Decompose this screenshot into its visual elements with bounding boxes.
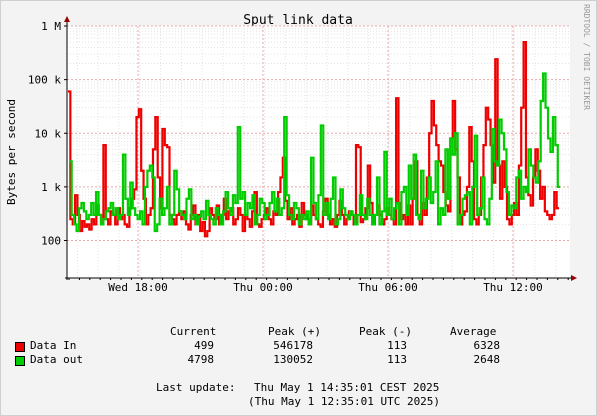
y-axis-label: Bytes per second — [5, 99, 18, 205]
legend-col-current: Current — [170, 325, 217, 338]
legend-current-data-out: 4798 — [187, 353, 215, 366]
y-tick-label: 1 M — [41, 20, 61, 33]
series-lines — [68, 41, 561, 238]
watermark: RRDTOOL / TOBI OETIKER — [582, 4, 591, 110]
legend-label-data-in: Data In — [30, 339, 77, 352]
legend-average-data-out: 2648 — [473, 353, 501, 366]
last-update-label: Last update: — [156, 381, 236, 394]
x-axis-arrow — [571, 275, 577, 281]
y-tick-label: 10 k — [35, 127, 62, 140]
legend-col-peak-minus: Peak (-) — [359, 325, 412, 338]
x-tick-label: Thu 12:00 — [483, 281, 543, 294]
series-line-data-in — [68, 41, 559, 238]
x-tick-label: Thu 06:00 — [358, 281, 418, 294]
y-tick-labels: 100 1 k 10 k 100 k 1 M — [28, 20, 67, 248]
y-axis-arrow — [64, 16, 70, 22]
chart-title: Sput link data — [243, 13, 353, 28]
legend-swatch-data-out — [15, 356, 25, 366]
y-tick-label: 100 k — [28, 74, 61, 87]
legend-peak-plus-data-in: 546178 — [273, 339, 313, 352]
series-line-data-out — [69, 72, 561, 233]
y-tick-label: 100 — [41, 235, 61, 248]
legend-average-data-in: 6328 — [473, 339, 501, 352]
legend-col-average: Average — [450, 325, 497, 338]
legend-current-data-in: 499 — [194, 339, 214, 352]
x-tick-label: Thu 00:00 — [233, 281, 293, 294]
last-update-local: Thu May 1 14:35:01 CEST 2025 — [254, 381, 440, 394]
legend-swatch-data-in — [15, 342, 25, 352]
legend-label-data-out: Data out — [30, 353, 83, 366]
plot-area — [67, 26, 570, 278]
x-tick-labels: Wed 18:00 Thu 00:00 Thu 06:00 Thu 12:00 — [108, 281, 543, 294]
last-update-utc: (Thu May 1 12:35:01 UTC 2025) — [248, 395, 441, 408]
legend-col-peak-plus: Peak (+) — [268, 325, 321, 338]
legend-peak-minus-data-out: 113 — [387, 353, 407, 366]
x-tick-label: Wed 18:00 — [108, 281, 168, 294]
grid — [67, 25, 570, 278]
axes — [64, 16, 577, 281]
legend-peak-plus-data-out: 130052 — [273, 353, 313, 366]
legend-peak-minus-data-in: 113 — [387, 339, 407, 352]
y-tick-label: 1 k — [41, 181, 61, 194]
